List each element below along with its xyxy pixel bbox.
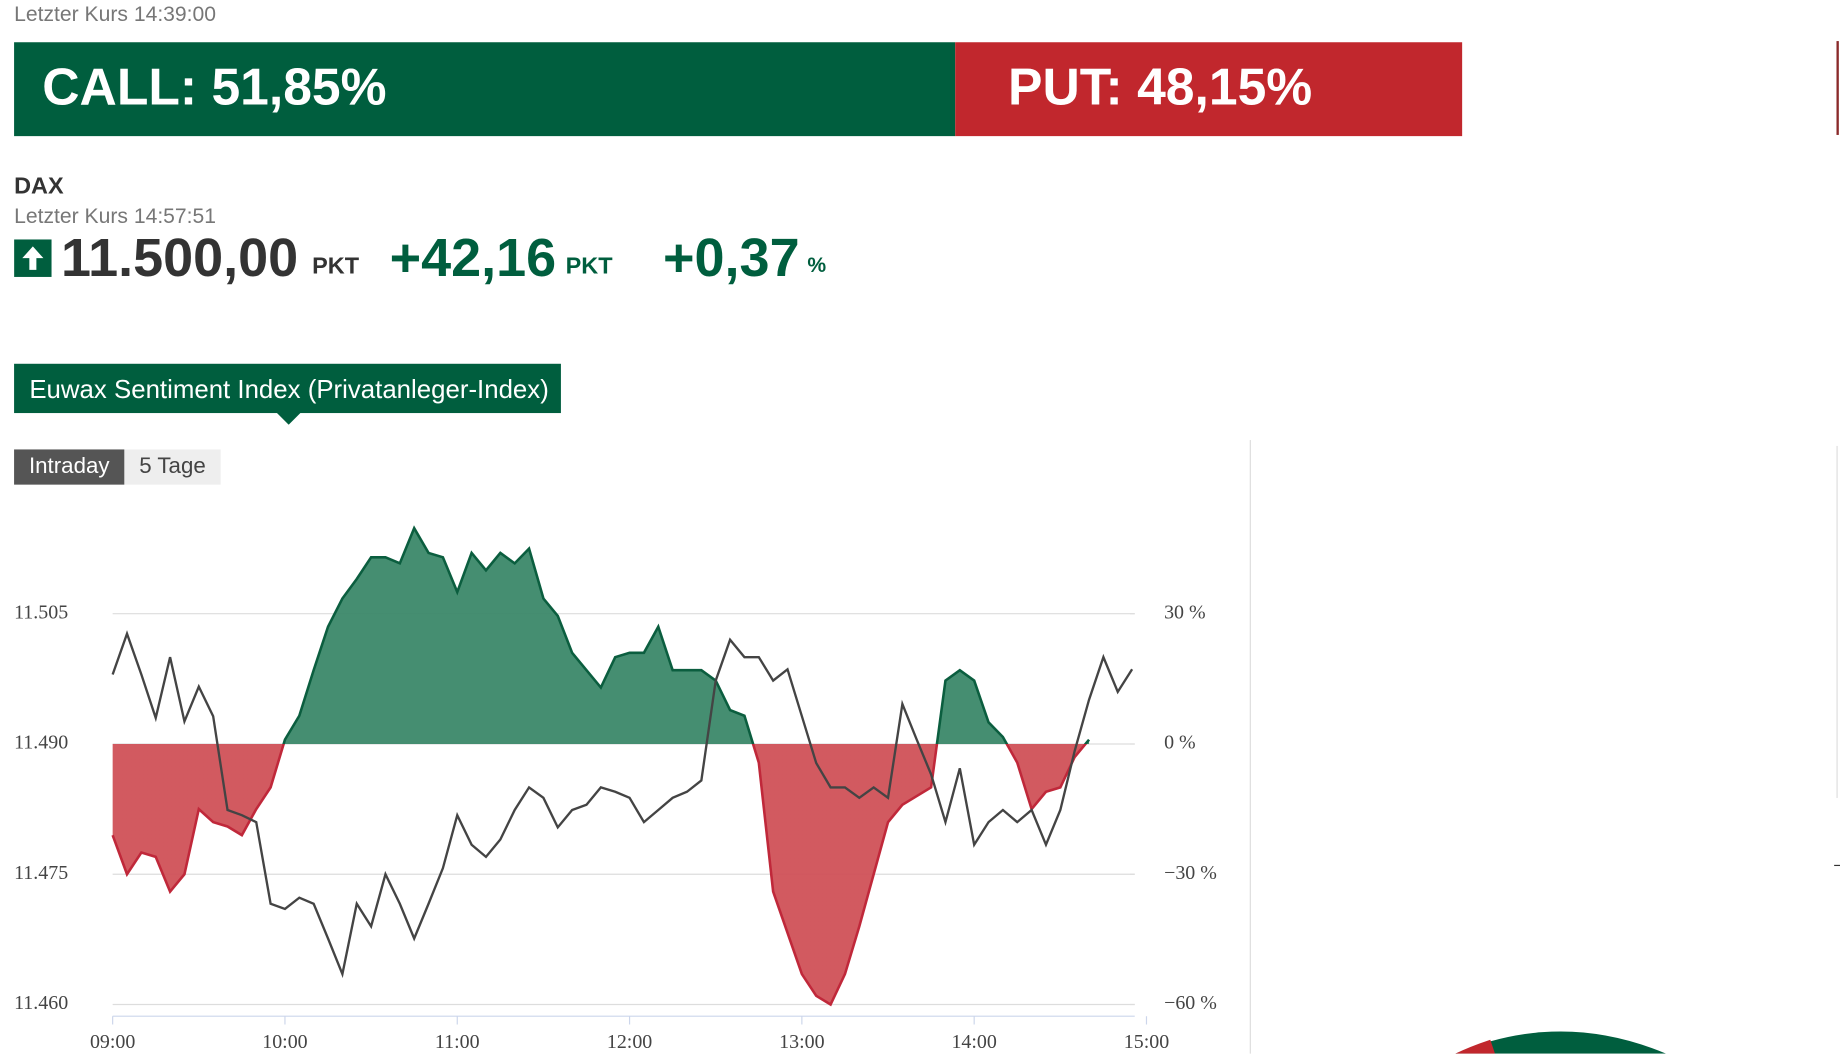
x-tick-label: 14:00	[951, 1031, 996, 1053]
y-tick-label: 11.475	[14, 862, 68, 884]
quote-name: DAX	[14, 173, 64, 200]
x-tick-label: 12:00	[607, 1031, 652, 1053]
put-label: PUT: 48,15%	[1008, 58, 1313, 117]
call-bar: CALL: 51,85%	[14, 42, 956, 137]
edge	[1834, 864, 1840, 867]
price: 11.500,00	[61, 226, 299, 288]
up-arrow	[14, 239, 52, 277]
y2-tick-label: −60 %	[1164, 992, 1217, 1014]
last-price: Letzter Kurs 14:39:00	[14, 2, 217, 26]
x-tick-label: 15:00	[1124, 1031, 1169, 1053]
x-tick-label: 09:00	[90, 1031, 135, 1053]
divider	[1249, 440, 1251, 1054]
change-unit: PKT	[565, 253, 613, 280]
y-tick-label: 11.505	[14, 601, 68, 623]
call-label: CALL: 51,85%	[42, 58, 387, 117]
change-pct: +0,37	[663, 226, 800, 288]
button[interactable]: Intraday	[14, 449, 125, 485]
tab-pointer	[276, 413, 301, 425]
change: +42,16	[389, 226, 557, 288]
change-pct-unit: %	[807, 253, 827, 277]
edge	[1836, 41, 1839, 135]
y-tick-label: 11.460	[14, 992, 68, 1014]
edge	[1836, 445, 1838, 798]
y2-tick-label: −30 %	[1164, 862, 1217, 884]
x-tick-label: 11:00	[435, 1031, 480, 1053]
y-tick-label: 11.490	[14, 732, 68, 754]
tab[interactable]: Euwax Sentiment Index (Privatanleger-Ind…	[14, 363, 561, 414]
last-price: Letzter Kurs 14:57:51	[14, 204, 217, 228]
x-tick-label: 10:00	[262, 1031, 307, 1053]
x-tick-label: 13:00	[779, 1031, 824, 1053]
y2-tick-label: 0 %	[1164, 732, 1196, 754]
sentiment-line	[111, 525, 1091, 1007]
put-bar: PUT: 48,15%	[955, 42, 1463, 137]
price-unit: PKT	[312, 253, 360, 280]
y2-tick-label: 30 %	[1164, 601, 1206, 623]
price-line	[111, 630, 1134, 979]
button[interactable]: 5 Tage	[124, 449, 221, 485]
gauge	[1455, 1031, 1667, 1054]
tab-label: Euwax Sentiment Index (Privatanleger-Ind…	[29, 374, 549, 404]
sentiment-area	[112, 528, 1090, 1005]
